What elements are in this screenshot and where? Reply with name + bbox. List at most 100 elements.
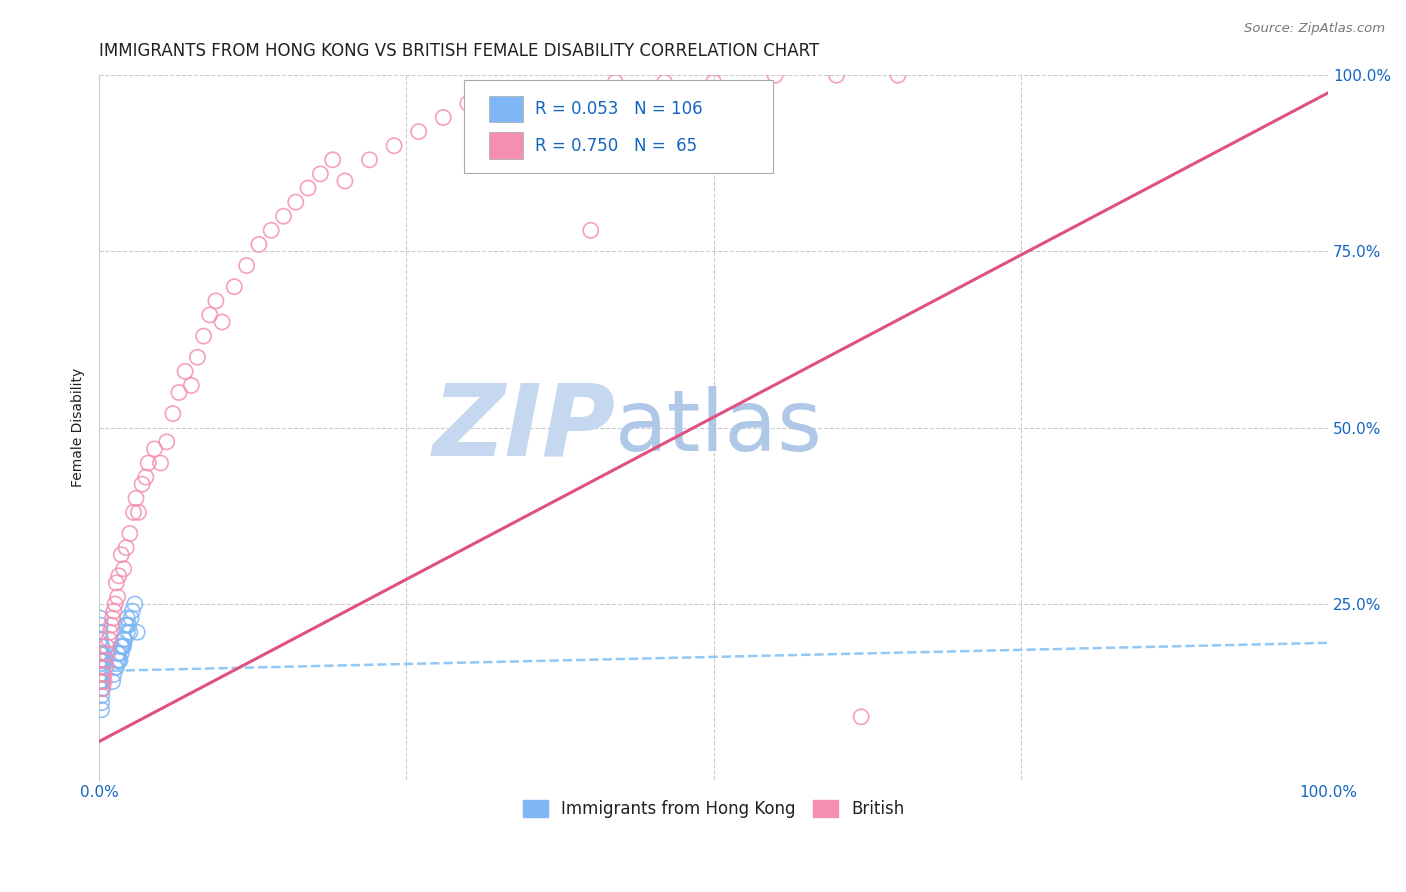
FancyBboxPatch shape	[489, 95, 523, 122]
Point	[91, 660, 114, 674]
Point	[89, 660, 111, 674]
FancyBboxPatch shape	[489, 132, 523, 159]
Point	[309, 167, 332, 181]
Point	[89, 646, 111, 660]
Point	[104, 597, 127, 611]
Point	[90, 640, 112, 654]
Point	[89, 653, 111, 667]
Point	[135, 470, 157, 484]
Point	[90, 667, 112, 681]
Point	[127, 505, 149, 519]
Point	[605, 75, 627, 89]
Point	[654, 75, 676, 89]
Point	[333, 174, 356, 188]
Point	[359, 153, 381, 167]
Point	[98, 625, 121, 640]
Point	[90, 646, 112, 660]
Point	[89, 646, 111, 660]
Point	[205, 293, 228, 308]
Point	[90, 646, 112, 660]
Point	[90, 681, 112, 696]
Point	[90, 653, 112, 667]
Point	[90, 660, 112, 674]
Point	[94, 660, 117, 674]
Point	[107, 569, 129, 583]
Point	[90, 653, 112, 667]
Point	[156, 434, 179, 449]
Point	[115, 618, 138, 632]
Point	[224, 279, 246, 293]
Text: R = 0.750   N =  65: R = 0.750 N = 65	[536, 136, 697, 154]
Y-axis label: Female Disability: Female Disability	[72, 368, 86, 487]
Point	[90, 646, 112, 660]
Point	[408, 125, 430, 139]
Point	[763, 68, 786, 82]
Point	[89, 646, 111, 660]
Text: R = 0.053   N = 106: R = 0.053 N = 106	[536, 100, 703, 118]
Text: Source: ZipAtlas.com: Source: ZipAtlas.com	[1244, 22, 1385, 36]
Point	[211, 315, 233, 329]
Point	[89, 674, 111, 689]
Point	[90, 653, 112, 667]
Point	[90, 646, 112, 660]
Point	[89, 660, 111, 674]
Point	[143, 442, 166, 456]
Point	[167, 385, 190, 400]
Point	[117, 618, 139, 632]
Point	[91, 674, 114, 689]
Point	[90, 674, 112, 689]
Point	[90, 696, 112, 710]
Point	[120, 611, 142, 625]
Text: atlas: atlas	[616, 386, 824, 469]
Point	[89, 667, 111, 681]
Point	[260, 223, 283, 237]
Point	[110, 640, 132, 654]
Point	[849, 710, 872, 724]
Point	[89, 667, 111, 681]
Point	[517, 89, 540, 103]
Point	[90, 674, 112, 689]
Point	[89, 660, 111, 674]
Point	[90, 640, 112, 654]
Point	[107, 653, 129, 667]
Point	[555, 82, 578, 96]
Point	[105, 575, 128, 590]
Point	[89, 674, 111, 689]
Point	[118, 625, 141, 640]
Point	[90, 653, 112, 667]
Point	[193, 329, 215, 343]
Point	[114, 632, 136, 647]
Point	[107, 646, 129, 660]
Point	[89, 618, 111, 632]
Point	[89, 667, 111, 681]
Point	[89, 653, 111, 667]
Point	[579, 223, 602, 237]
Point	[89, 674, 111, 689]
Point	[90, 667, 112, 681]
Point	[825, 68, 848, 82]
Text: ZIP: ZIP	[432, 379, 616, 476]
Point	[89, 660, 111, 674]
Point	[101, 674, 124, 689]
Point	[94, 653, 117, 667]
Point	[112, 562, 135, 576]
Point	[284, 195, 307, 210]
Point	[93, 674, 115, 689]
Point	[122, 505, 145, 519]
Point	[89, 611, 111, 625]
FancyBboxPatch shape	[464, 80, 773, 172]
Point	[91, 660, 114, 674]
Point	[89, 674, 111, 689]
Point	[432, 111, 454, 125]
Point	[89, 632, 111, 647]
Point	[136, 456, 159, 470]
Point	[89, 646, 111, 660]
Point	[89, 653, 111, 667]
Point	[481, 103, 503, 118]
Point	[89, 660, 111, 674]
Point	[91, 653, 114, 667]
Point	[89, 674, 111, 689]
Point	[121, 604, 143, 618]
Point	[100, 618, 122, 632]
Point	[131, 477, 153, 491]
